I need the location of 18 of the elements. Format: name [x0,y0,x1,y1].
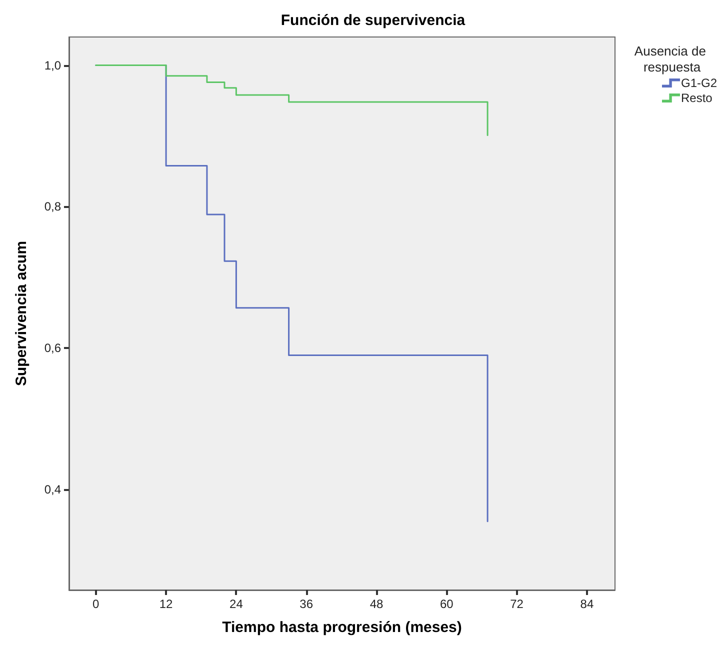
y-axis-title: Supervivencia acum [13,240,30,386]
x-tick-label: 0 [92,597,100,611]
x-tick-label: 60 [440,597,454,611]
legend-label: G1-G2 [680,76,718,90]
legend-title: Ausencia de respuesta [634,44,710,74]
legend-label: Resto [680,91,713,105]
y-tick-label: 1,0 [44,58,62,72]
x-tick-label: 48 [370,597,384,611]
y-tick-label: 0,8 [44,200,62,214]
y-tick-label: 0,6 [44,341,62,356]
x-tick-label: 84 [580,597,594,611]
x-tick-label: 36 [300,597,314,611]
x-tick-label: 72 [510,597,524,611]
x-tick-label: 24 [230,597,244,611]
y-tick-label: 0,4 [44,482,62,497]
chart-title: Función de supervivencia [280,12,466,29]
x-axis-title: Tiempo hasta progresión (meses) [222,619,462,636]
x-tick-label: 12 [159,597,174,611]
